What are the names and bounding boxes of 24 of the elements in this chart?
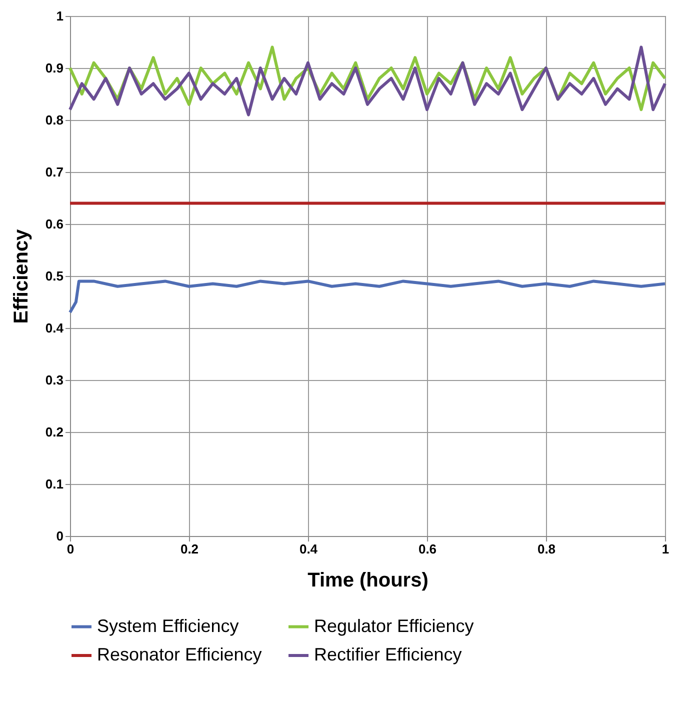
x-tick-label: 0.4	[299, 542, 318, 556]
x-tick-label: 1	[662, 542, 670, 556]
y-tick-label: 0.2	[45, 424, 64, 440]
y-tick-label: 0.4	[45, 320, 64, 336]
legend-label: Regulator Efficiency	[314, 616, 474, 636]
y-tick-label: 0	[56, 528, 64, 544]
y-tick-label: 1	[56, 8, 64, 24]
y-tick-label: 0.3	[45, 372, 64, 388]
y-tick-label: 0.7	[45, 164, 64, 180]
x-tick-label: 0	[66, 542, 74, 556]
x-tick-label: 0.6	[418, 542, 437, 556]
y-tick-label: 0.6	[45, 216, 64, 232]
y-tick-label: 0.1	[45, 476, 64, 492]
legend-label: Rectifier Efficiency	[314, 644, 462, 664]
x-tick-label: 0.2	[180, 542, 199, 556]
y-axis-title: Efficiency	[10, 228, 32, 324]
y-tick-label: 0.5	[45, 268, 64, 284]
line-series	[68, 280, 666, 314]
y-tick-label: 0.9	[45, 60, 64, 76]
y-tick-label: 0.8	[45, 112, 64, 128]
x-tick-label: 0.8	[537, 542, 556, 556]
legend-label: Resonator Efficiency	[97, 644, 262, 664]
legend-label: System Efficiency	[97, 616, 239, 636]
x-axis-title: Time (hours)	[308, 570, 428, 592]
